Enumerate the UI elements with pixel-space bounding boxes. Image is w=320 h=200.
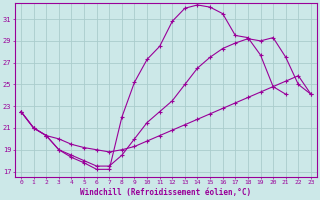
X-axis label: Windchill (Refroidissement éolien,°C): Windchill (Refroidissement éolien,°C) xyxy=(80,188,252,197)
